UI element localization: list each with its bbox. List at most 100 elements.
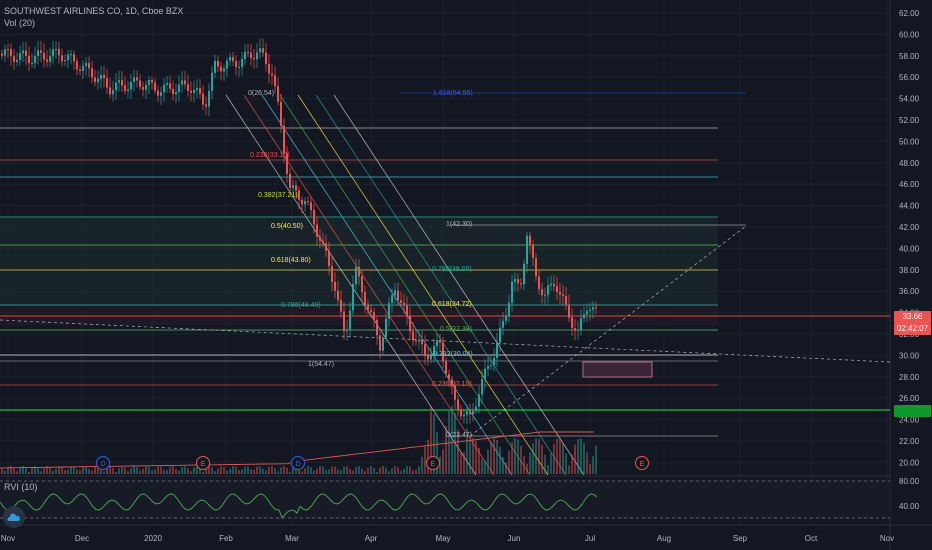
candle-body bbox=[7, 49, 9, 51]
candle-body bbox=[472, 410, 474, 415]
candle-body bbox=[271, 73, 273, 76]
volume-bar bbox=[178, 470, 180, 474]
volume-bar bbox=[217, 468, 219, 474]
candle-body bbox=[391, 295, 393, 303]
volume-bar bbox=[70, 466, 72, 474]
volume-bar bbox=[256, 466, 258, 474]
volume-bar bbox=[301, 471, 303, 474]
fib-level-label: 0.236(27.15) bbox=[432, 381, 472, 388]
volume-bar bbox=[400, 470, 402, 474]
candle-body bbox=[232, 56, 234, 62]
volume-bar bbox=[145, 466, 147, 474]
volume-bar bbox=[22, 466, 24, 474]
earnings-marker-icon[interactable]: E bbox=[426, 456, 440, 470]
fib-level-label: 1(42.30) bbox=[446, 221, 472, 228]
candle-body bbox=[313, 210, 315, 225]
volume-bar bbox=[76, 469, 78, 474]
volume-bar bbox=[190, 471, 192, 474]
candle-body bbox=[58, 49, 60, 56]
volume-bar bbox=[130, 468, 132, 474]
candle-body bbox=[283, 125, 285, 154]
earnings-marker-icon[interactable]: E bbox=[635, 456, 649, 470]
volume-bar bbox=[346, 466, 348, 474]
candle-body bbox=[442, 342, 444, 362]
candle-body bbox=[526, 235, 528, 264]
price-tick: 58.00 bbox=[899, 52, 920, 61]
volume-bar bbox=[322, 466, 324, 474]
tradingview-logo-icon[interactable] bbox=[3, 506, 25, 528]
volume-bar bbox=[250, 469, 252, 474]
volume-bar bbox=[4, 470, 6, 474]
dividend-marker-icon[interactable]: D bbox=[291, 456, 305, 470]
volume-bar bbox=[487, 449, 489, 474]
earnings-marker-icon[interactable]: E bbox=[196, 456, 210, 470]
volume-bar bbox=[28, 471, 30, 474]
candle-body bbox=[280, 101, 282, 126]
dividend-marker-icon[interactable]: D bbox=[96, 456, 110, 470]
candle-body bbox=[541, 289, 543, 296]
candle-body bbox=[409, 315, 411, 332]
volume-bar bbox=[532, 443, 534, 474]
volume-bar bbox=[520, 445, 522, 474]
volume-indicator-label[interactable]: Vol (20) bbox=[4, 18, 36, 28]
candle-body bbox=[160, 92, 162, 96]
volume-bar bbox=[445, 426, 447, 474]
candle-body bbox=[88, 63, 90, 69]
volume-bar bbox=[277, 471, 279, 474]
volume-bar bbox=[481, 458, 483, 474]
last-price-tag: 33.66 bbox=[894, 311, 931, 323]
time-label: Jun bbox=[508, 534, 521, 543]
candle-body bbox=[493, 357, 495, 366]
volume-bar bbox=[577, 438, 579, 474]
volume-bar bbox=[262, 468, 264, 474]
volume-bar bbox=[46, 466, 48, 474]
candle-body bbox=[61, 55, 63, 62]
candle-body bbox=[445, 361, 447, 374]
volume-bar bbox=[448, 410, 450, 474]
candle-body bbox=[151, 80, 153, 83]
candle-body bbox=[37, 50, 39, 57]
volume-bar bbox=[349, 468, 351, 474]
volume-bar bbox=[304, 468, 306, 474]
time-label: Apr bbox=[365, 534, 378, 543]
price-tick: 42.00 bbox=[899, 223, 920, 232]
volume-bar bbox=[25, 467, 27, 474]
candle-body bbox=[46, 59, 48, 62]
volume-bar bbox=[58, 466, 60, 474]
candle-body bbox=[19, 53, 21, 60]
candle-body bbox=[403, 302, 405, 306]
volume-bar bbox=[163, 469, 165, 474]
volume-bar bbox=[271, 466, 273, 474]
volume-bar bbox=[427, 439, 429, 474]
candle-body bbox=[175, 92, 177, 95]
candle-body bbox=[166, 83, 168, 85]
volume-bar bbox=[61, 466, 63, 474]
candle-body bbox=[478, 394, 480, 407]
candle-body bbox=[457, 399, 459, 410]
candle-body bbox=[427, 355, 429, 360]
candle-body bbox=[106, 78, 108, 88]
volume-bar bbox=[247, 466, 249, 474]
candle-body bbox=[421, 339, 423, 345]
price-tick: 26.00 bbox=[899, 394, 920, 403]
volume-bar bbox=[241, 469, 243, 474]
price-tick: 62.00 bbox=[899, 9, 920, 18]
volume-bar bbox=[538, 439, 540, 474]
candle-body bbox=[499, 327, 501, 343]
candle-body bbox=[76, 61, 78, 70]
time-label: Nov bbox=[880, 534, 894, 543]
candle-body bbox=[508, 302, 510, 317]
candle-body bbox=[376, 319, 378, 336]
volume-bar bbox=[331, 466, 333, 474]
candle-body bbox=[502, 320, 504, 328]
dashed-trendline bbox=[0, 319, 891, 363]
price-tick: 38.00 bbox=[899, 266, 920, 275]
volume-bar bbox=[7, 467, 9, 474]
candle-body bbox=[181, 80, 183, 85]
channel-line bbox=[297, 94, 549, 476]
volume-bar bbox=[286, 467, 288, 474]
candle-body bbox=[22, 50, 24, 54]
price-tick: 20.00 bbox=[899, 458, 920, 467]
rvi-indicator-label[interactable]: RVI (10) bbox=[4, 482, 38, 492]
